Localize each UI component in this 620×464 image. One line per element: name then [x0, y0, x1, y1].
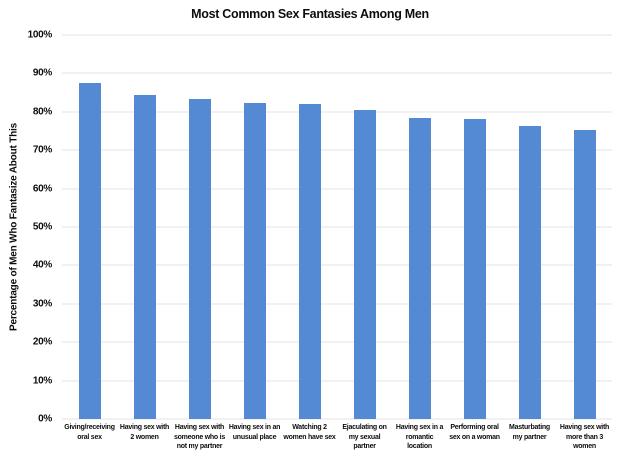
bar: [78, 82, 101, 419]
bar: [573, 129, 596, 419]
x-tick-label: Having sex with someone who is not my pa…: [174, 424, 225, 451]
chart-title: Most Common Sex Fantasies Among Men: [191, 7, 429, 21]
y-axis-ticks: 0% 10% 20% 30% 40% 50% 60% 70% 80% 90% 100%: [0, 30, 53, 425]
bar-slot: [392, 35, 447, 419]
x-axis-labels: Giving/receiving oral sex Having sex with…: [62, 423, 612, 452]
bar: [518, 125, 541, 419]
x-label-slot: Having sex in a romantic location: [392, 423, 447, 452]
y-tick-label: 60%: [32, 183, 52, 195]
bar: [463, 119, 486, 419]
bar-slot: [447, 35, 502, 419]
x-label-slot: Having sex with someone who is not my pa…: [172, 423, 227, 452]
x-label-slot: Masturbating my partner: [502, 423, 557, 452]
y-tick-label: 70%: [32, 144, 52, 156]
y-tick-label: 20%: [32, 336, 52, 348]
x-tick-label: Having sex in a romantic location: [395, 424, 444, 451]
gridline: [62, 149, 612, 151]
x-tick-label: Having sex in an unusual place: [228, 424, 281, 441]
x-label-slot: Watching 2 women have sex: [282, 423, 337, 452]
y-tick-label: 30%: [32, 298, 52, 310]
gridline: [62, 341, 612, 343]
bar-slot: [117, 35, 172, 419]
x-tick-label: Giving/receiving oral sex: [64, 424, 115, 441]
gridline: [62, 72, 612, 74]
bar: [408, 117, 431, 419]
bar: [188, 98, 211, 419]
x-label-slot: Having sex in an unusual place: [227, 423, 282, 452]
bar: [243, 102, 266, 419]
x-label-slot: Having sex with 2 women: [117, 423, 172, 452]
gridline: [62, 418, 612, 420]
bar-slot: [282, 35, 337, 419]
x-tick-label: Having sex with 2 women: [119, 424, 170, 441]
x-tick-label: Performing oral sex on a woman: [449, 424, 500, 441]
y-tick-label: 80%: [32, 106, 52, 118]
gridline: [62, 34, 612, 36]
bar-slot: [337, 35, 392, 419]
y-tick-label: 40%: [32, 259, 52, 271]
gridline: [62, 188, 612, 190]
bar-slot: [557, 35, 612, 419]
x-tick-label: Masturbating my partner: [509, 424, 550, 441]
x-label-slot: Performing oral sex on a woman: [447, 423, 502, 452]
bars: [62, 35, 612, 419]
x-tick-label: Watching 2 women have sex: [283, 424, 336, 441]
y-tick-label: 90%: [32, 67, 52, 79]
y-tick-label: 10%: [32, 375, 52, 387]
bar: [133, 94, 156, 419]
gridline: [62, 226, 612, 228]
y-tick-label: 100%: [27, 29, 53, 41]
gridline: [62, 303, 612, 305]
bar: [298, 103, 321, 419]
x-label-slot: Giving/receiving oral sex: [62, 423, 117, 452]
x-label-slot: Having sex with more than 3 women: [557, 423, 612, 452]
bar-slot: [62, 35, 117, 419]
bar-slot: [227, 35, 282, 419]
x-tick-label: Ejaculating on my sexual partner: [342, 424, 387, 451]
bar-slot: [502, 35, 557, 419]
gridline: [62, 264, 612, 266]
y-tick-label: 50%: [32, 221, 52, 233]
y-tick-label: 0%: [38, 413, 52, 425]
gridline: [62, 111, 612, 113]
x-tick-label: Having sex with more than 3 women: [559, 424, 610, 451]
x-label-slot: Ejaculating on my sexual partner: [337, 423, 392, 452]
bar: [353, 110, 376, 419]
bar-slot: [172, 35, 227, 419]
gridline: [62, 380, 612, 382]
plot-area: [62, 34, 612, 420]
